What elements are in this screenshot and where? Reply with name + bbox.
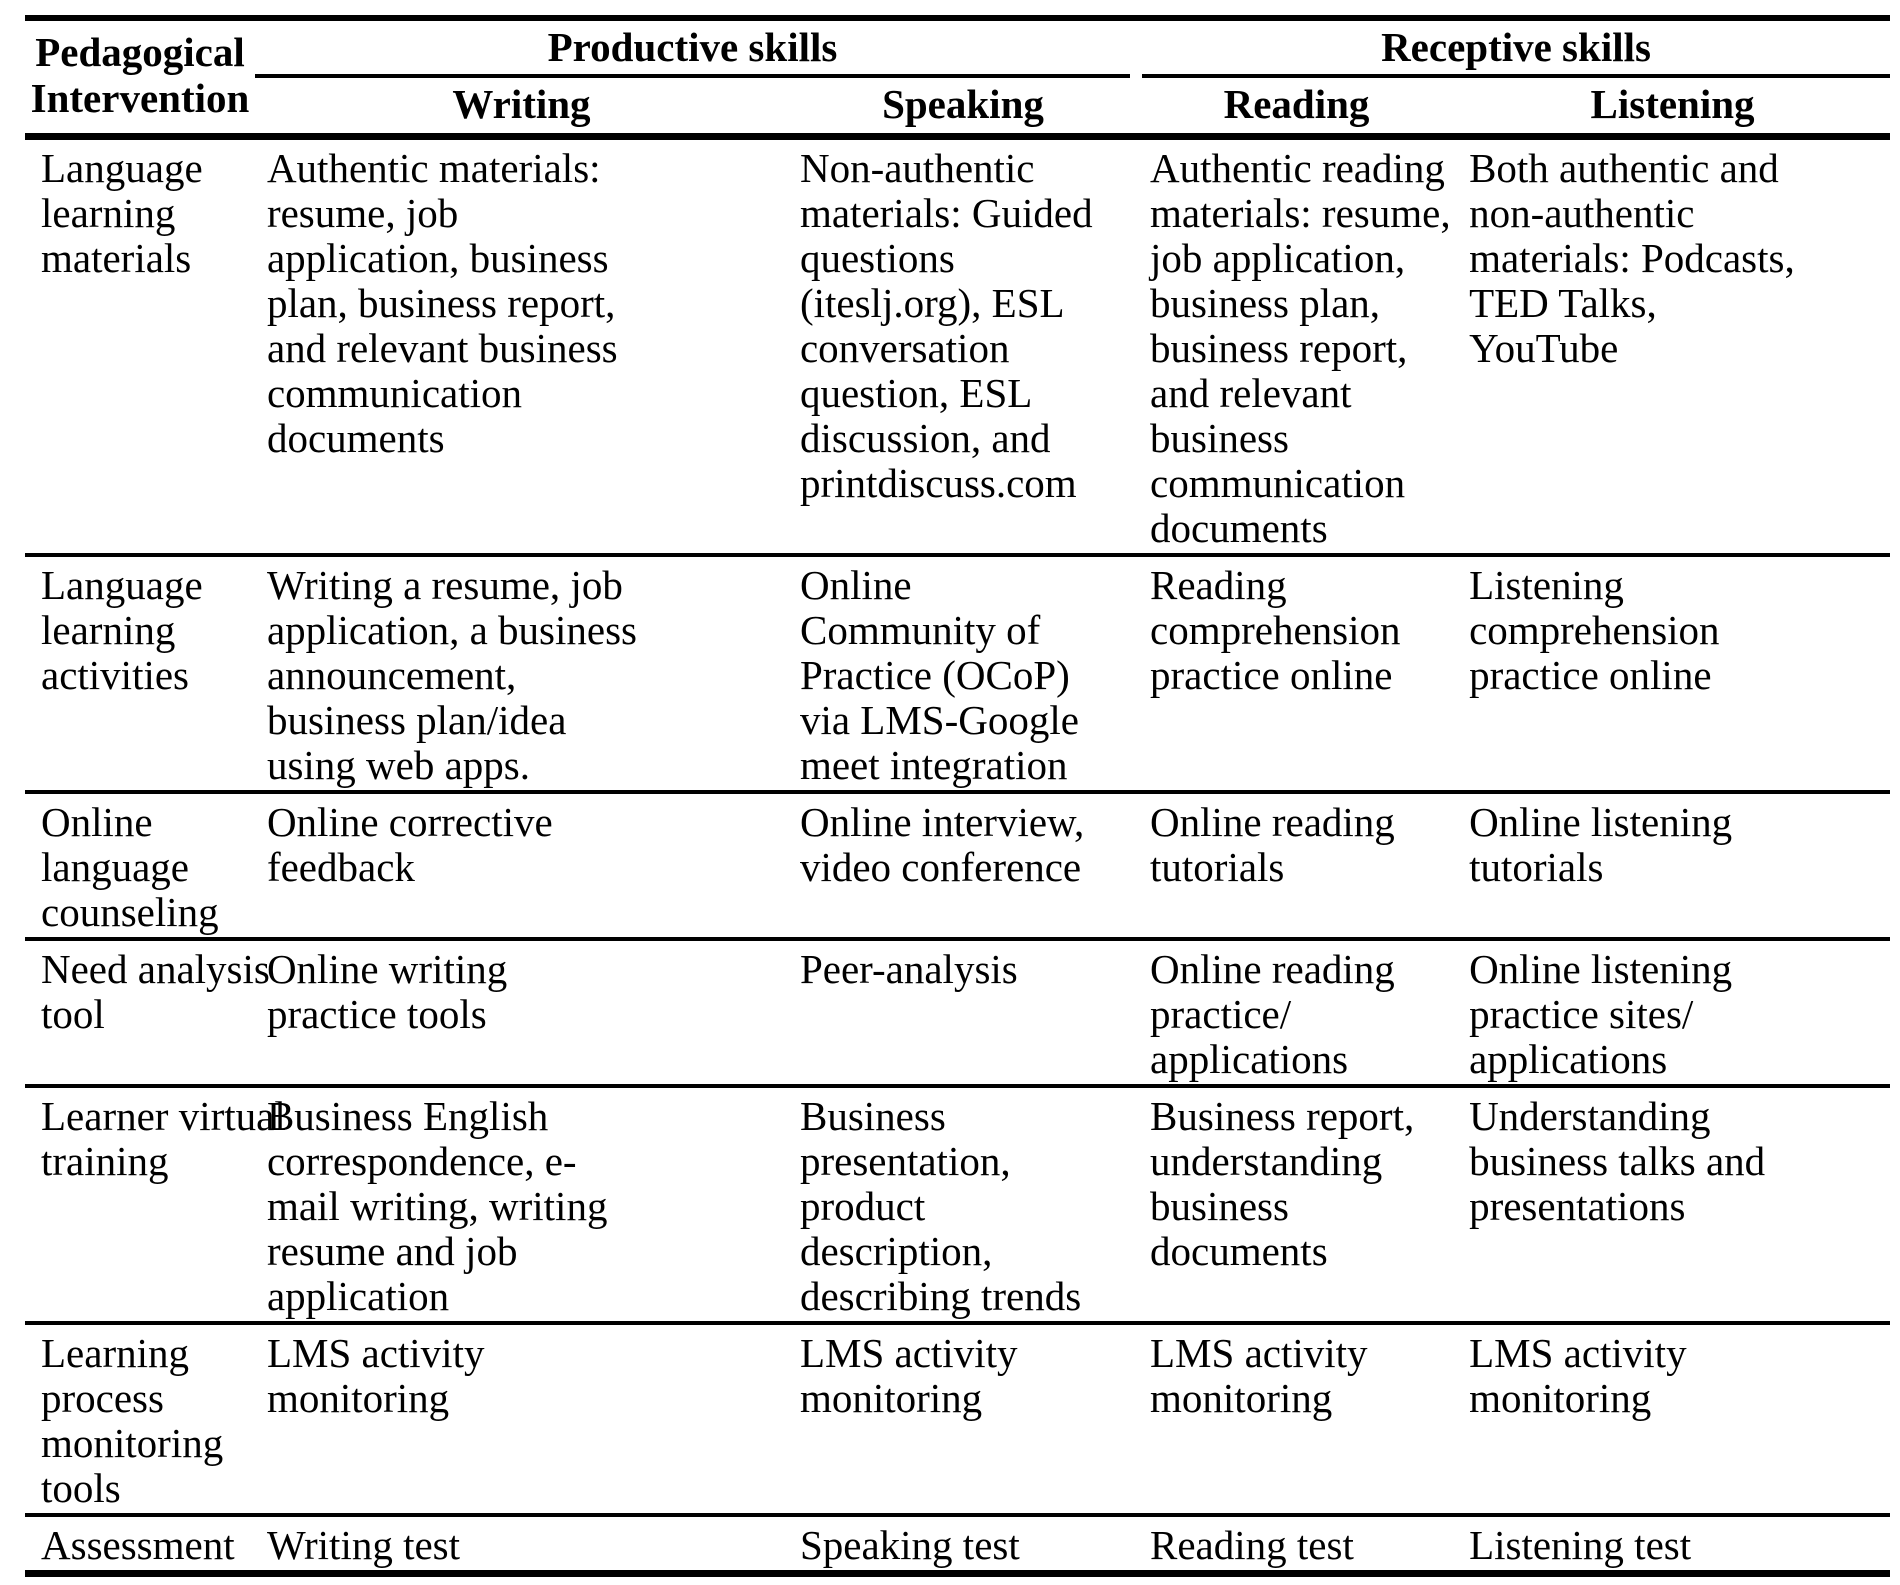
reading-cell: Reading comprehension practice online <box>1150 562 1401 698</box>
writing-cell: Writing a resume, job application, a bus… <box>266 562 638 788</box>
intervention-cell: Language learning activities <box>41 562 203 698</box>
speaking-cell: Speaking test <box>799 1522 1020 1568</box>
reading-cell: Reading test <box>1150 1522 1354 1568</box>
column-header-listening: Listening <box>1590 80 1755 127</box>
reading-cell: Online reading tutorials <box>1150 799 1395 890</box>
listening-cell: Listening test <box>1469 1522 1692 1568</box>
speaking-cell: Non-authentic materials: Guided question… <box>799 145 1093 506</box>
reading-cell: Business report, understanding business … <box>1150 1093 1415 1274</box>
table-row: Need analysis tool Online writing practi… <box>25 939 1890 1086</box>
writing-cell: Online writing practice tools <box>266 946 508 1037</box>
column-header-reading: Reading <box>1223 80 1370 127</box>
table-row: Online language counseling Online correc… <box>25 792 1890 939</box>
intervention-cell: Online language counseling <box>41 799 219 935</box>
speaking-cell: LMS activity monitoring <box>799 1330 1018 1421</box>
reading-cell: LMS activity monitoring <box>1150 1330 1368 1421</box>
writing-cell: Business English correspondence, e- mail… <box>266 1093 608 1319</box>
column-header-pedagogical-intervention: Pedagogical Intervention <box>30 29 250 121</box>
writing-cell: Writing test <box>266 1522 461 1568</box>
sub-header-row: Writing Speaking Reading Listening <box>25 78 1890 137</box>
table-row: Language learning materials Authentic ma… <box>25 137 1890 556</box>
writing-cell: Online corrective feedback <box>266 799 553 890</box>
table-row: Learner virtual training Business Englis… <box>25 1086 1890 1323</box>
group-header-receptive-skills: Receptive skills <box>1138 18 1890 78</box>
receptive-skills-label: Receptive skills <box>1142 24 1890 78</box>
listening-cell: Listening comprehension practice online <box>1469 562 1720 698</box>
writing-cell: Authentic materials: resume, job applica… <box>266 145 618 461</box>
intervention-cell: Assessment <box>41 1522 235 1568</box>
pedagogical-intervention-table: Pedagogical Intervention Productive skil… <box>25 15 1890 1577</box>
writing-cell: LMS activity monitoring <box>266 1330 485 1421</box>
listening-cell: Online listening practice sites/ applica… <box>1469 946 1733 1082</box>
listening-cell: Online listening tutorials <box>1469 799 1733 890</box>
productive-skills-label: Productive skills <box>254 24 1131 78</box>
intervention-cell: Learning process monitoring tools <box>41 1330 224 1511</box>
listening-cell: Understanding business talks and present… <box>1469 1093 1766 1229</box>
reading-cell: Authentic reading materials: resume, job… <box>1150 145 1451 551</box>
intervention-cell: Learner virtual training <box>41 1093 286 1184</box>
group-header-productive-skills: Productive skills <box>254 18 1138 78</box>
listening-cell: Both authentic and non-authentic materia… <box>1469 145 1795 371</box>
speaking-cell: Online Community of Practice (OCoP) via … <box>799 562 1079 788</box>
reading-cell: Online reading practice/ applications <box>1150 946 1395 1082</box>
column-header-writing: Writing <box>452 80 591 127</box>
table-row: Language learning activities Writing a r… <box>25 555 1890 792</box>
table-row: Assessment Writing test Speaking test Re… <box>25 1515 1890 1574</box>
group-header-row: Pedagogical Intervention Productive skil… <box>25 18 1890 121</box>
speaking-cell: Business presentation, product descripti… <box>799 1093 1082 1319</box>
speaking-cell: Online interview, video conference <box>799 799 1085 890</box>
intervention-cell: Need analysis tool <box>41 946 270 1037</box>
speaking-cell: Peer-analysis <box>799 946 1018 992</box>
intervention-cell: Language learning materials <box>41 145 203 281</box>
column-header-speaking: Speaking <box>882 80 1044 127</box>
table-row: Learning process monitoring tools LMS ac… <box>25 1323 1890 1515</box>
listening-cell: LMS activity monitoring <box>1469 1330 1687 1421</box>
